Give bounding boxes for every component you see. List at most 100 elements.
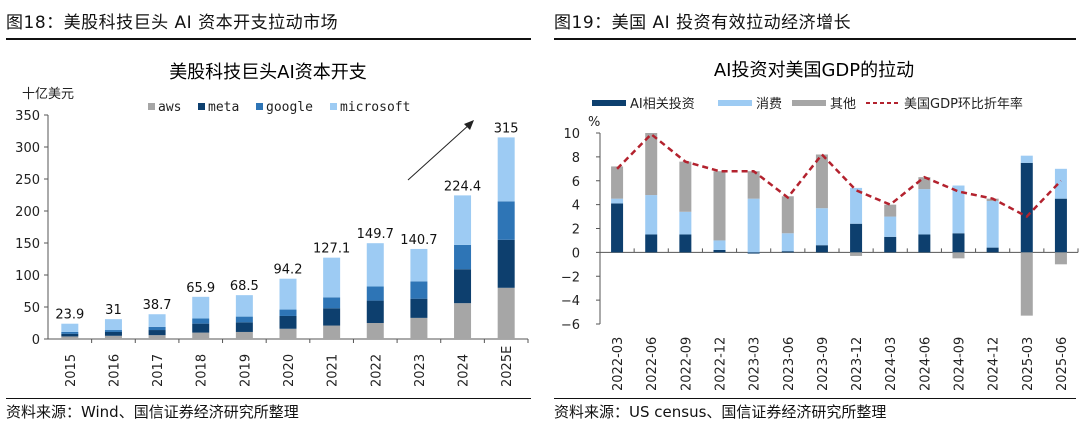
bar-其他-2023-06 [781, 196, 794, 234]
bar-AI相关投资-2022-06 [645, 234, 658, 253]
x-tick-label: 2023-09 [816, 337, 831, 391]
bar-AI相关投资-2023-06 [781, 251, 794, 253]
y-axis-unit: % [588, 115, 600, 130]
bar-其他-2023-03 [747, 171, 760, 199]
total-label-2019: 68.5 [230, 279, 259, 294]
x-tick-label: 2022-06 [645, 337, 660, 391]
bar-microsoft-2025E [497, 137, 515, 202]
x-tick-label: 2022 [369, 354, 384, 387]
y-tick-label: −2 [561, 270, 580, 285]
legend-label-meta: meta [208, 100, 239, 115]
bar-其他-2022-09 [679, 161, 692, 212]
total-label-2021: 127.1 [313, 242, 350, 257]
figure-18-title: 图18：美股科技巨头 AI 资本开支拉动市场 [6, 13, 339, 33]
bar-其他-2025-03 [1020, 252, 1033, 316]
legend-label-AI相关投资: AI相关投资 [630, 96, 695, 112]
bar-消费-2022-03 [611, 198, 624, 204]
bar-microsoft-2018 [192, 296, 210, 319]
bar-aws-2018 [192, 332, 210, 339]
bar-AI相关投资-2024-06 [918, 234, 931, 253]
x-tick-label: 2025-06 [1055, 337, 1070, 391]
x-tick-label: 2020 [282, 354, 297, 387]
legend-swatch-其他 [792, 100, 826, 106]
trend-arrow-line [407, 123, 471, 181]
x-tick-label: 2025-03 [1021, 337, 1036, 391]
bar-其他-2023-09 [815, 154, 828, 209]
y-tick-label: 10 [563, 127, 580, 142]
bar-google-2021 [323, 297, 341, 309]
y-tick-label: 4 [572, 199, 580, 214]
y-tick-label: 100 [15, 269, 40, 284]
legend-swatch-google [256, 103, 263, 110]
bar-microsoft-2019 [235, 295, 253, 317]
legend-label-google: google [266, 100, 313, 115]
x-tick-label: 2024-09 [953, 337, 968, 391]
bar-microsoft-2021 [323, 257, 341, 298]
y-tick-label: 200 [15, 205, 40, 220]
legend-label-aws: aws [158, 100, 181, 115]
bar-其他-2022-06 [645, 133, 658, 196]
x-tick-label: 2022-12 [714, 337, 729, 391]
x-tick-label: 2025E [500, 346, 515, 387]
legend-swatch-meta [198, 103, 205, 110]
x-tick-label: 2022-03 [611, 337, 626, 391]
bar-microsoft-2015 [61, 323, 79, 332]
title-divider [554, 38, 1076, 40]
bar-google-2022 [366, 286, 384, 301]
bar-aws-2022 [366, 323, 384, 339]
bar-aws-2019 [235, 331, 253, 339]
bar-AI相关投资-2024-03 [884, 236, 897, 253]
bar-AI相关投资-2024-12 [986, 247, 999, 253]
right-figure-panel: 图19：美国 AI 投资有效拉动经济增长 AI投资对美国GDP的拉动 AI相关投资… [548, 0, 1080, 434]
bar-消费-2024-12 [986, 201, 999, 248]
bar-AI相关投资-2024-09 [952, 233, 965, 253]
bar-google-2024 [454, 244, 472, 270]
x-tick-label: 2016 [107, 354, 122, 387]
bar-消费-2023-09 [815, 208, 828, 246]
bar-microsoft-2016 [104, 319, 122, 331]
bar-google-2018 [192, 318, 210, 324]
bar-其他-2023-12 [850, 252, 863, 256]
total-label-2024: 224.4 [444, 179, 481, 194]
bar-其他-2024-03 [884, 204, 897, 217]
bar-消费-2022-06 [645, 195, 658, 235]
left-figure-panel: 图18：美股科技巨头 AI 资本开支拉动市场 美股科技巨头AI资本开支 十亿美元 a… [0, 0, 535, 434]
x-tick-label: 2024-03 [884, 337, 899, 391]
x-tick-label: 2015 [64, 354, 79, 387]
bar-消费-2022-12 [713, 240, 726, 250]
x-tick-label: 2024-12 [987, 337, 1002, 391]
bar-microsoft-2024 [454, 195, 472, 245]
bar-microsoft-2020 [279, 278, 297, 310]
gdp-line [616, 132, 1062, 219]
y-tick-label: 6 [572, 175, 580, 190]
bar-其他-2024-06 [918, 177, 931, 190]
bar-消费-2024-06 [918, 189, 931, 235]
bar-aws-2021 [323, 325, 341, 339]
bar-AI相关投资-2022-03 [611, 203, 624, 253]
bar-google-2017 [148, 326, 166, 331]
trend-arrow-head [464, 120, 474, 130]
total-label-2025E: 315 [494, 121, 519, 136]
x-tick-label: 2017 [151, 354, 166, 387]
bar-AI相关投资-2022-09 [679, 234, 692, 253]
bar-meta-2025E [497, 239, 515, 288]
bar-aws-2025E [497, 287, 515, 339]
source-divider [6, 398, 531, 399]
legend-swatch-microsoft [330, 103, 337, 110]
y-tick-label: 300 [15, 141, 40, 156]
bar-消费-2023-06 [781, 233, 794, 252]
bar-aws-2020 [279, 328, 297, 339]
bar-消费-2025-06 [1054, 168, 1067, 199]
y-tick-label: 8 [572, 151, 580, 166]
bar-AI相关投资-2025-03 [1020, 162, 1033, 253]
bar-aws-2017 [148, 335, 166, 339]
x-tick-label: 2023-12 [850, 337, 865, 391]
bar-AI相关投资-2023-03 [747, 252, 760, 254]
y-tick-label: 50 [23, 301, 40, 316]
bar-AI相关投资-2023-12 [850, 223, 863, 253]
total-label-2023: 140.7 [400, 233, 437, 248]
bar-google-2020 [279, 309, 297, 316]
bar-aws-2023 [410, 317, 428, 339]
bar-aws-2016 [104, 335, 122, 339]
